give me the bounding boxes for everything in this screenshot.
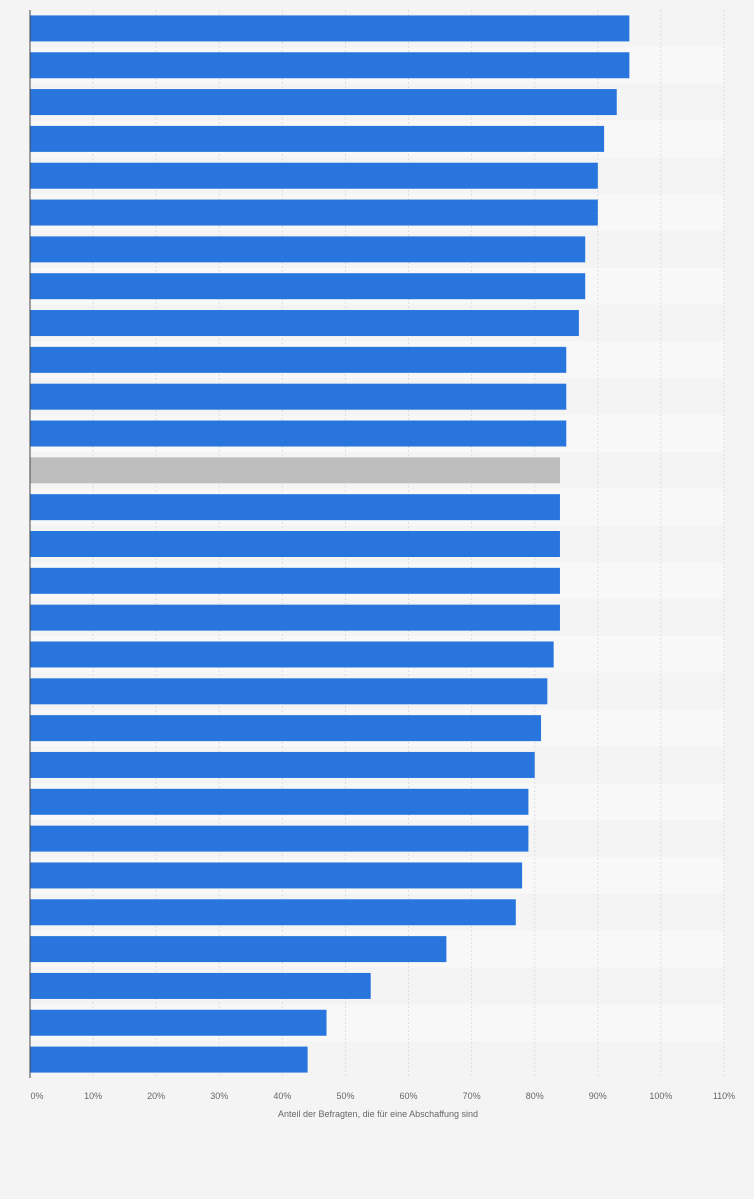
x-tick-label: 60% bbox=[400, 1091, 418, 1101]
bar bbox=[30, 715, 542, 742]
bar bbox=[30, 1046, 308, 1073]
bar bbox=[30, 936, 447, 963]
x-tick-label: 80% bbox=[526, 1091, 544, 1101]
x-tick-label: 20% bbox=[147, 1091, 165, 1101]
bar bbox=[30, 531, 560, 557]
bar bbox=[30, 420, 567, 447]
bar bbox=[30, 162, 598, 189]
x-tick-label: 10% bbox=[84, 1091, 102, 1101]
x-tick-label: 0% bbox=[30, 1091, 43, 1101]
bar bbox=[30, 494, 560, 521]
bar bbox=[30, 52, 630, 79]
x-tick-label: 110% bbox=[713, 1091, 735, 1101]
bar bbox=[30, 788, 529, 815]
x-tick-label: 40% bbox=[273, 1091, 291, 1101]
x-tick-label: 100% bbox=[649, 1091, 672, 1101]
bar bbox=[30, 641, 554, 668]
bar bbox=[30, 89, 617, 116]
bar bbox=[30, 199, 598, 226]
bar bbox=[30, 236, 586, 263]
bar-highlight bbox=[30, 457, 560, 484]
bar bbox=[30, 346, 567, 373]
bar bbox=[30, 751, 535, 778]
bar bbox=[30, 1009, 327, 1036]
bar bbox=[30, 273, 586, 300]
bar bbox=[30, 972, 371, 999]
bar bbox=[30, 567, 560, 594]
x-tick-label: 30% bbox=[210, 1091, 228, 1101]
bar bbox=[30, 125, 605, 152]
bar bbox=[30, 15, 630, 42]
x-axis-title: Anteil der Befragten, die für eine Absch… bbox=[278, 1109, 478, 1119]
bar bbox=[30, 310, 579, 337]
bar bbox=[30, 604, 560, 631]
bar bbox=[30, 825, 529, 852]
bar bbox=[30, 899, 516, 926]
bar bbox=[30, 678, 548, 705]
x-tick-label: 90% bbox=[589, 1091, 607, 1101]
bar bbox=[30, 383, 567, 410]
x-tick-label: 70% bbox=[463, 1091, 481, 1101]
bar bbox=[30, 862, 523, 889]
x-tick-label: 50% bbox=[336, 1091, 354, 1101]
